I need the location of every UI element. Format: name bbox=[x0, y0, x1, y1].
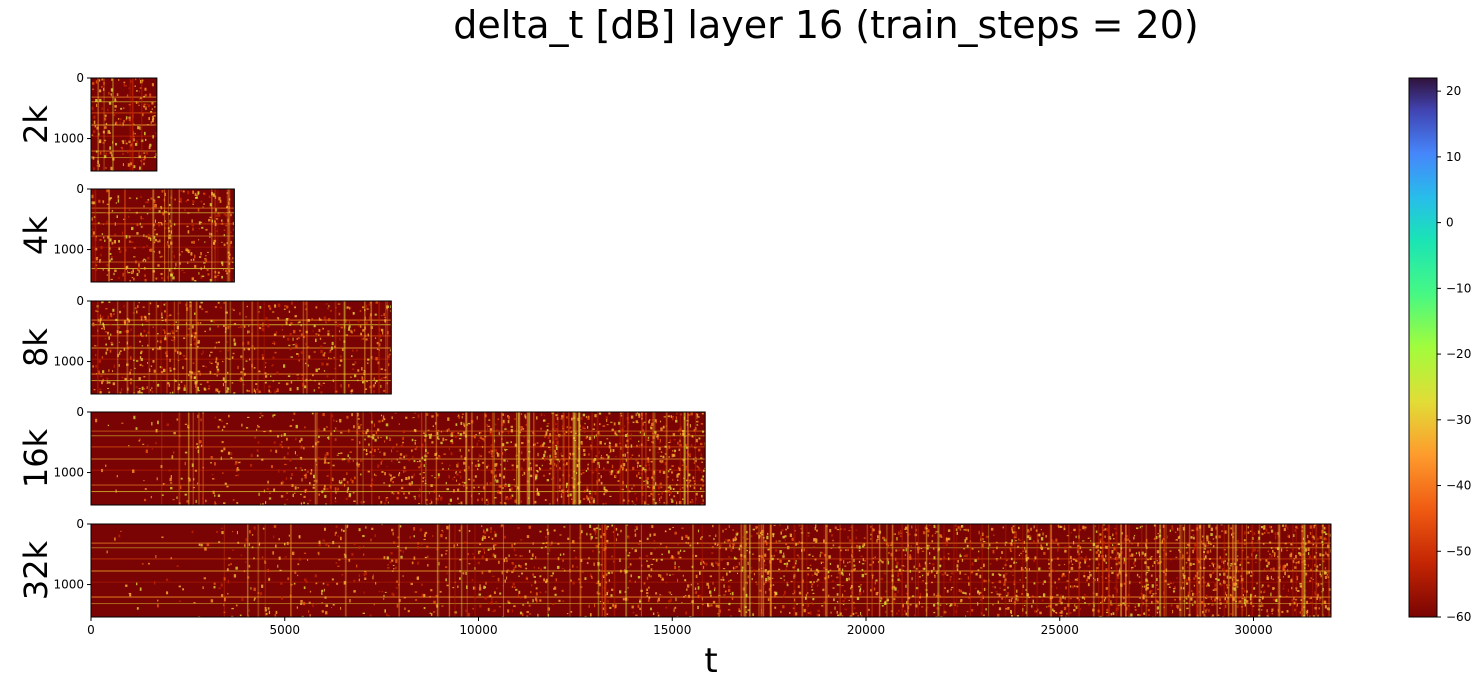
x-tick-label: 15000 bbox=[653, 623, 691, 637]
x-tick-label: 10000 bbox=[459, 623, 497, 637]
heatmap-frame bbox=[90, 188, 235, 283]
heatmap-frame bbox=[90, 523, 1332, 618]
y-tick-label: 1000 bbox=[53, 578, 84, 592]
colorbar-tick-label: −10 bbox=[1446, 281, 1471, 295]
y-tick-label: 1000 bbox=[53, 132, 84, 146]
x-tick-label: 30000 bbox=[1234, 623, 1272, 637]
panel-label-8k: 8k bbox=[17, 328, 55, 367]
x-tick-label: 25000 bbox=[1041, 623, 1079, 637]
heatmap-frame bbox=[90, 77, 158, 172]
heatmap-texture bbox=[91, 78, 157, 171]
heatmap-panel-8k: 8k 0 1000 bbox=[17, 294, 392, 395]
y-tick-label: 0 bbox=[76, 71, 84, 85]
panel-label-32k: 32k bbox=[17, 540, 55, 600]
heatmap-panel-4k: 4k 0 1000 bbox=[17, 182, 235, 283]
colorbar-tick-label: 10 bbox=[1446, 150, 1461, 164]
x-axis: 0 5000 10000 15000 20000 25000 30000 bbox=[87, 617, 1273, 637]
heatmap-frame bbox=[90, 300, 392, 395]
y-tick-label: 0 bbox=[76, 517, 84, 531]
heatmap-texture bbox=[91, 524, 1331, 617]
heatmap-panel-32k: 32k 0 1000 bbox=[17, 517, 1332, 618]
x-axis-label: t bbox=[704, 641, 717, 681]
y-tick-label: 0 bbox=[76, 405, 84, 419]
panel-label-4k: 4k bbox=[17, 216, 55, 255]
y-tick-label: 0 bbox=[76, 294, 84, 308]
heatmap-texture bbox=[91, 189, 235, 282]
y-tick-label: 1000 bbox=[53, 243, 84, 257]
colorbar-tick-label: −20 bbox=[1446, 347, 1471, 361]
x-tick-label: 20000 bbox=[847, 623, 885, 637]
heatmap-panel-2k: 2k 0 1000 bbox=[17, 71, 158, 172]
colorbar-tick-label: −50 bbox=[1446, 544, 1471, 558]
chart-title: delta_t [dB] layer 16 (train_steps = 20) bbox=[453, 3, 1198, 47]
heatmap-frame bbox=[90, 411, 706, 506]
y-tick-label: 0 bbox=[76, 182, 84, 196]
colorbar-gradient bbox=[1408, 77, 1438, 618]
heatmap-texture bbox=[91, 301, 392, 394]
y-tick-label: 1000 bbox=[53, 355, 84, 369]
heatmap-texture bbox=[91, 412, 706, 505]
colorbar: 20 10 0 −10 −20 −30 −40 −50 −60 bbox=[1408, 77, 1471, 624]
panel-label-2k: 2k bbox=[17, 105, 55, 144]
colorbar-tick-label: 20 bbox=[1446, 84, 1461, 98]
colorbar-tick-label: −60 bbox=[1446, 610, 1471, 624]
y-tick-label: 1000 bbox=[53, 466, 84, 480]
heatmap-panel-16k: 16k 0 1000 bbox=[17, 405, 706, 506]
x-tick-label: 0 bbox=[87, 623, 95, 637]
panel-label-16k: 16k bbox=[17, 428, 55, 488]
colorbar-tick-label: 0 bbox=[1446, 216, 1454, 230]
x-tick-label: 5000 bbox=[269, 623, 300, 637]
colorbar-tick-label: −30 bbox=[1446, 413, 1471, 427]
colorbar-tick-label: −40 bbox=[1446, 479, 1471, 493]
